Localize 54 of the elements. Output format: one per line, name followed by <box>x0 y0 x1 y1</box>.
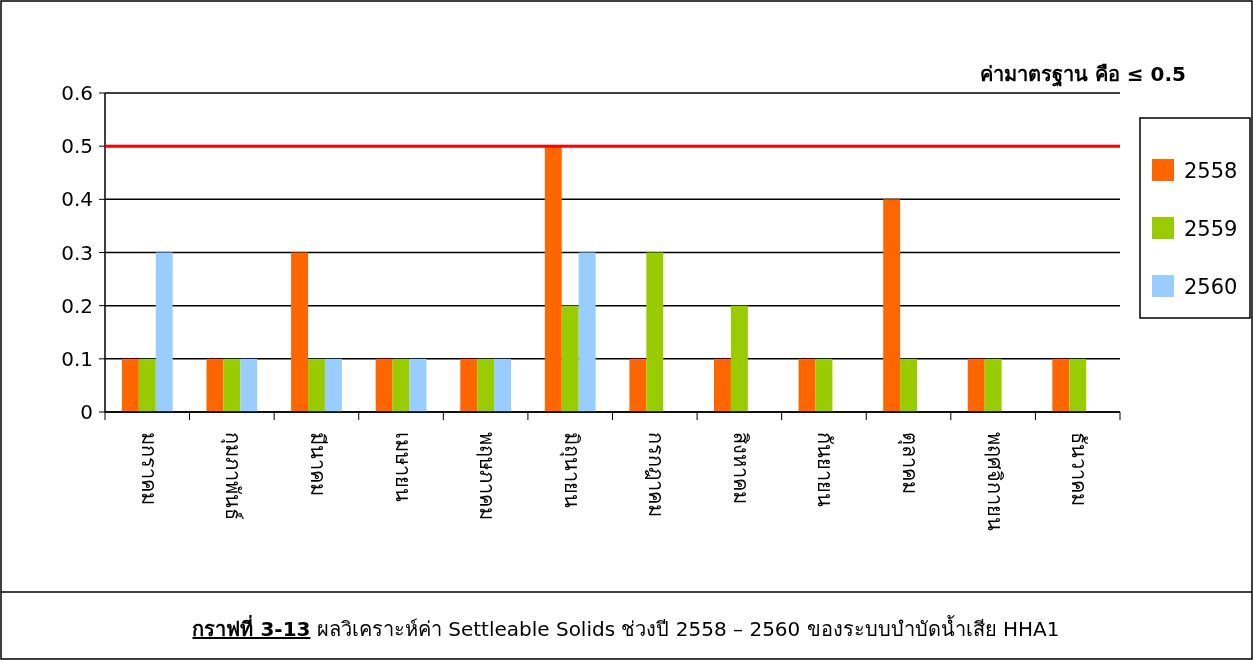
legend-label: 2559 <box>1184 217 1238 241</box>
bar <box>984 358 1002 412</box>
y-tick-label: 0.6 <box>61 81 93 105</box>
x-tick-label: ธันวาคม <box>1067 432 1092 506</box>
bar <box>291 252 308 412</box>
x-tick-label: มิถุนายน <box>558 432 584 508</box>
bar <box>815 358 833 412</box>
x-tick-label: มีนาคม <box>305 432 330 496</box>
y-tick-label: 0.1 <box>61 346 93 371</box>
text: ค่ามาตรฐาน คือ ≤ 0.5 <box>979 62 1186 88</box>
bar <box>561 305 579 412</box>
bar <box>646 252 664 412</box>
x-tick-label: กรกฎาคม <box>644 432 669 517</box>
bar <box>883 199 901 412</box>
text: กราฟที่ 3-13 ผลวิเคราะห์ค่า Settleable Solids ช่วงปี 2558 – 2560 ของระบบบำบัดน้ำเสีย HHA1 <box>192 614 1060 641</box>
bar <box>155 252 173 412</box>
bar <box>206 358 224 412</box>
bar <box>1069 358 1087 412</box>
bar <box>138 358 156 412</box>
x-tick-label: มกราคม <box>136 432 161 505</box>
bar <box>629 358 647 412</box>
bar <box>324 358 342 412</box>
bar <box>375 358 393 412</box>
bar <box>223 358 241 412</box>
x-tick-label: เมษายน <box>390 432 415 502</box>
x-tick-label: กันยายน <box>813 432 838 507</box>
bar <box>967 358 985 412</box>
bar <box>1052 358 1070 412</box>
bar <box>900 358 917 412</box>
bar <box>121 358 139 412</box>
bar <box>494 358 511 412</box>
y-tick-label: 0.3 <box>61 240 93 265</box>
y-tick-label: 0.2 <box>61 293 93 318</box>
bar <box>392 358 410 412</box>
bar <box>308 358 325 412</box>
x-tick-label: พฤษภาคม <box>475 432 500 520</box>
bar <box>798 358 816 412</box>
bar <box>730 305 748 412</box>
y-tick-label: 0 <box>80 400 93 424</box>
legend-label: 2558 <box>1184 159 1238 183</box>
bar <box>240 358 258 412</box>
x-tick-label: ตุลาคม <box>897 432 923 494</box>
bar <box>409 358 427 412</box>
bar <box>544 146 562 412</box>
legend-label: 2560 <box>1184 275 1238 299</box>
x-tick-label: สิงหาคม <box>728 432 753 504</box>
y-tick-label: 0.5 <box>61 134 93 159</box>
bar <box>714 358 731 412</box>
y-tick-label: 0.4 <box>61 187 93 212</box>
bar <box>578 252 596 412</box>
x-tick-label: กุมภาพันธ์ <box>220 432 246 520</box>
x-tick-label: พฤศจิกายน <box>982 432 1007 531</box>
bar <box>477 358 495 412</box>
bar <box>460 358 478 412</box>
